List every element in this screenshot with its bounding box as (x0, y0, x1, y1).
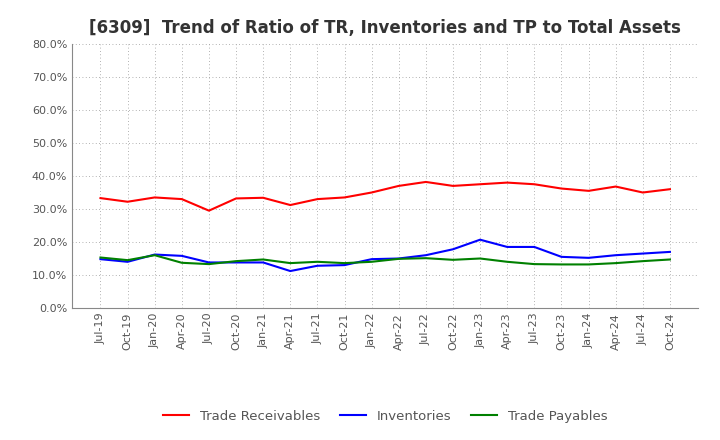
Trade Payables (421, 256, 430, 261)
Inventories (259, 260, 268, 265)
Trade Receivables (96, 195, 105, 201)
Trade Payables (313, 259, 322, 264)
Inventories (639, 251, 647, 256)
Trade Payables (96, 255, 105, 260)
Trade Payables (367, 259, 376, 264)
Trade Receivables (341, 195, 349, 200)
Trade Receivables (313, 196, 322, 202)
Trade Receivables (204, 208, 213, 213)
Trade Payables (665, 257, 674, 262)
Inventories (286, 268, 294, 274)
Inventories (584, 255, 593, 260)
Trade Receivables (123, 199, 132, 204)
Trade Receivables (367, 190, 376, 195)
Trade Payables (557, 262, 566, 267)
Inventories (204, 260, 213, 265)
Trade Receivables (395, 183, 403, 188)
Legend: Trade Receivables, Inventories, Trade Payables: Trade Receivables, Inventories, Trade Pa… (158, 404, 613, 428)
Trade Payables (178, 260, 186, 265)
Inventories (449, 246, 457, 252)
Trade Payables (204, 261, 213, 267)
Title: [6309]  Trend of Ratio of TR, Inventories and TP to Total Assets: [6309] Trend of Ratio of TR, Inventories… (89, 19, 681, 37)
Trade Payables (150, 253, 159, 258)
Trade Receivables (449, 183, 457, 188)
Trade Receivables (530, 182, 539, 187)
Inventories (341, 262, 349, 268)
Inventories (611, 253, 620, 258)
Trade Receivables (665, 187, 674, 192)
Trade Payables (259, 257, 268, 262)
Inventories (530, 244, 539, 249)
Trade Payables (584, 262, 593, 267)
Trade Payables (530, 261, 539, 267)
Trade Payables (232, 258, 240, 264)
Inventories (96, 257, 105, 262)
Inventories (123, 259, 132, 264)
Inventories (476, 237, 485, 242)
Trade Receivables (421, 179, 430, 184)
Trade Payables (611, 260, 620, 266)
Trade Receivables (259, 195, 268, 201)
Line: Trade Receivables: Trade Receivables (101, 182, 670, 211)
Inventories (665, 249, 674, 254)
Trade Receivables (557, 186, 566, 191)
Trade Receivables (232, 196, 240, 201)
Trade Receivables (150, 195, 159, 200)
Line: Inventories: Inventories (101, 240, 670, 271)
Trade Payables (286, 260, 294, 266)
Trade Receivables (503, 180, 511, 185)
Trade Payables (341, 260, 349, 266)
Inventories (367, 257, 376, 262)
Trade Payables (395, 256, 403, 261)
Trade Payables (503, 259, 511, 264)
Inventories (232, 260, 240, 265)
Inventories (313, 263, 322, 268)
Trade Payables (476, 256, 485, 261)
Trade Payables (123, 257, 132, 263)
Line: Trade Payables: Trade Payables (101, 255, 670, 264)
Inventories (421, 253, 430, 258)
Inventories (503, 244, 511, 249)
Inventories (150, 252, 159, 257)
Trade Payables (449, 257, 457, 262)
Inventories (395, 256, 403, 261)
Inventories (178, 253, 186, 258)
Trade Receivables (286, 202, 294, 208)
Trade Receivables (476, 182, 485, 187)
Trade Receivables (611, 184, 620, 189)
Trade Payables (639, 258, 647, 264)
Trade Receivables (584, 188, 593, 194)
Inventories (557, 254, 566, 260)
Trade Receivables (639, 190, 647, 195)
Trade Receivables (178, 196, 186, 202)
